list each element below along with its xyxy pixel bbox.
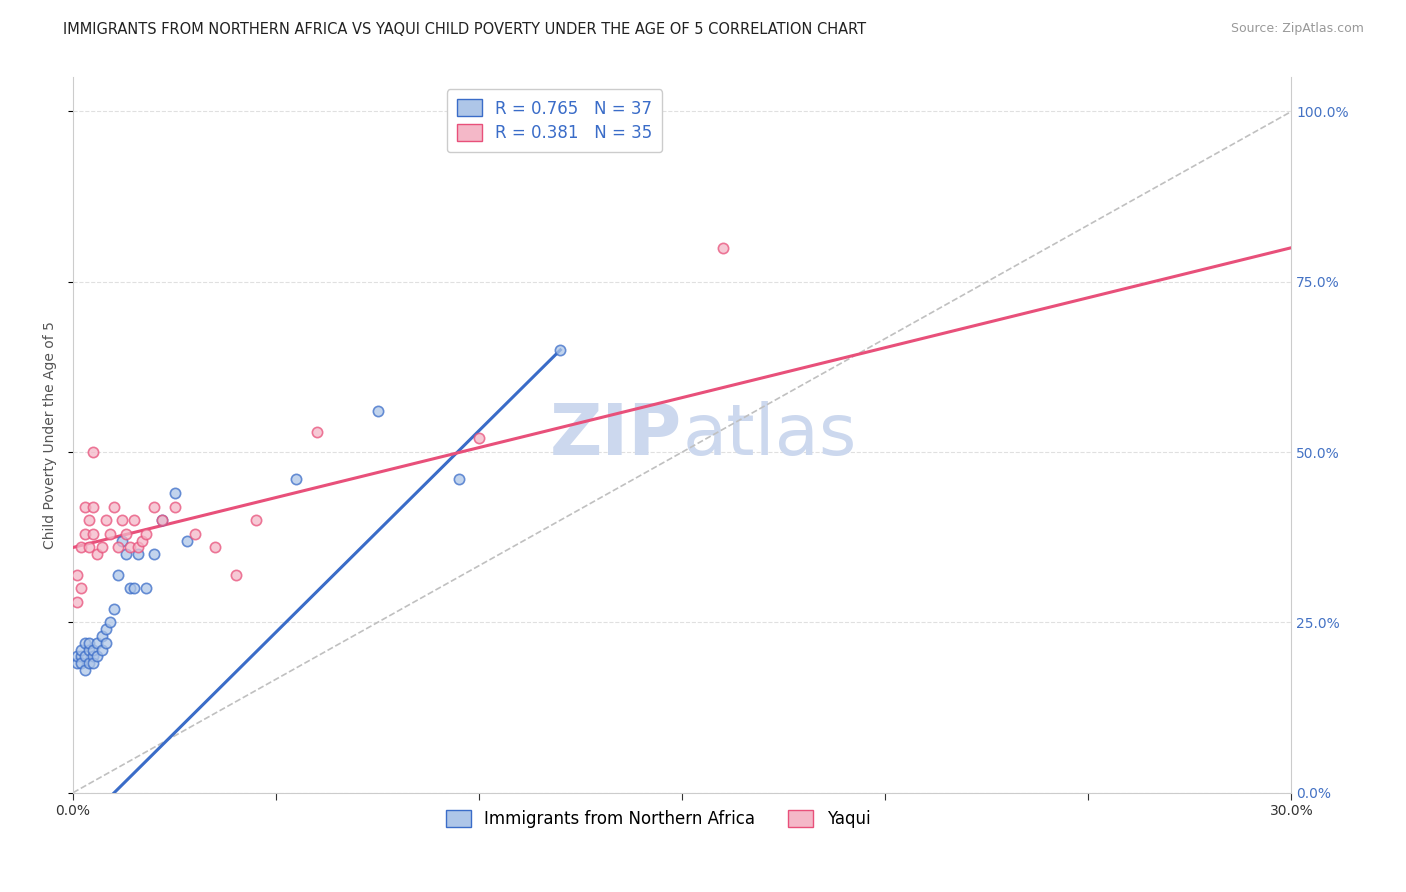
Point [82, 657, 104, 671]
Point [75, 500, 97, 514]
Point [111, 513, 134, 527]
Text: IMMIGRANTS FROM NORTHERN AFRICA VS YAQUI CHILD POVERTY UNDER THE AGE OF 5 CORREL: IMMIGRANTS FROM NORTHERN AFRICA VS YAQUI… [63, 22, 866, 37]
Point [75, 663, 97, 677]
Point [82, 526, 104, 541]
Point [103, 500, 125, 514]
Point [75, 526, 97, 541]
Point [118, 541, 141, 555]
Point [86, 547, 108, 561]
Text: atlas: atlas [682, 401, 856, 469]
Point [152, 513, 174, 527]
Point [79, 642, 101, 657]
Text: ZIP: ZIP [550, 401, 682, 469]
Point [225, 567, 247, 582]
Point [90, 541, 112, 555]
Point [82, 642, 104, 657]
Point [79, 541, 101, 555]
Point [70, 541, 93, 555]
Text: Source: ZipAtlas.com: Source: ZipAtlas.com [1230, 22, 1364, 36]
Point [447, 472, 470, 486]
Point [82, 445, 104, 459]
Point [305, 425, 328, 439]
Point [66, 657, 89, 671]
Point [66, 649, 89, 664]
Point [94, 622, 117, 636]
Point [152, 513, 174, 527]
Point [79, 657, 101, 671]
Point [184, 526, 207, 541]
Point [90, 629, 112, 643]
Point [367, 404, 389, 418]
Point [127, 547, 149, 561]
Point [143, 500, 166, 514]
Point [122, 582, 145, 596]
Point [70, 582, 93, 596]
Point [131, 533, 153, 548]
Point [118, 582, 141, 596]
Point [70, 657, 93, 671]
Point [75, 649, 97, 664]
Point [127, 541, 149, 555]
Point [204, 541, 226, 555]
Point [285, 472, 308, 486]
Point [66, 595, 89, 609]
Point [79, 513, 101, 527]
Point [98, 615, 121, 630]
Point [711, 241, 734, 255]
Point [468, 432, 491, 446]
Y-axis label: Child Poverty Under the Age of 5: Child Poverty Under the Age of 5 [44, 321, 58, 549]
Point [90, 642, 112, 657]
Point [79, 636, 101, 650]
Point [86, 649, 108, 664]
Point [70, 649, 93, 664]
Point [245, 513, 267, 527]
Point [82, 500, 104, 514]
Point [163, 500, 186, 514]
Point [550, 343, 572, 357]
Point [86, 636, 108, 650]
Point [94, 513, 117, 527]
Point [107, 541, 129, 555]
Point [103, 601, 125, 615]
Point [75, 636, 97, 650]
Point [176, 533, 198, 548]
Point [66, 567, 89, 582]
Point [115, 526, 138, 541]
Point [94, 636, 117, 650]
Point [70, 642, 93, 657]
Point [143, 547, 166, 561]
Point [163, 486, 186, 500]
Point [135, 582, 157, 596]
Point [122, 513, 145, 527]
Point [115, 547, 138, 561]
Point [589, 125, 612, 139]
Point [111, 533, 134, 548]
Point [82, 649, 104, 664]
Point [98, 526, 121, 541]
Legend: Immigrants from Northern Africa, Yaqui: Immigrants from Northern Africa, Yaqui [439, 803, 877, 834]
Point [107, 567, 129, 582]
Point [135, 526, 157, 541]
